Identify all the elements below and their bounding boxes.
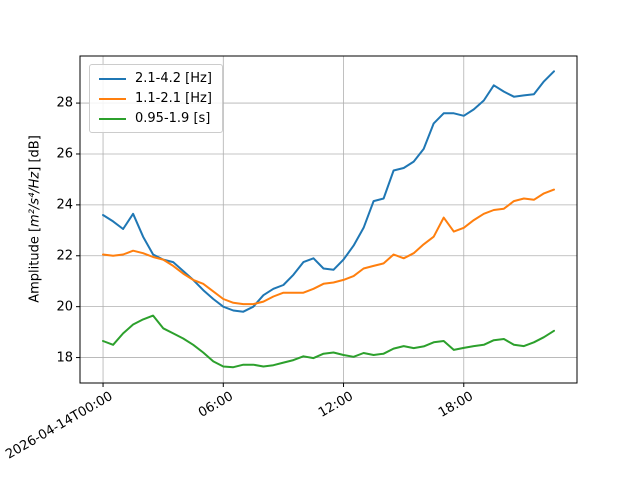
plot-border [79,55,578,384]
y-tick-label: 18 [56,350,73,366]
y-tick-label: 28 [56,95,73,111]
y-tick-label: 24 [56,197,73,213]
legend-label: 1.1-2.1 [Hz] [135,91,212,106]
y-axis-label-math: m²/s⁴/Hz [27,171,43,227]
legend-label: 2.1-4.2 [Hz] [135,71,212,86]
legend-item-1: 1.1-2.1 [Hz] [99,91,212,106]
legend-item-2: 0.95-1.9 [s] [99,111,212,126]
legend-line-swatch [99,97,126,100]
y-axis-label-prefix: Amplitude [ [27,226,43,303]
y-axis-label: Amplitude [m²/s⁴/Hz] [dB] [28,135,43,303]
y-tick-label: 20 [56,299,73,315]
legend-label: 0.95-1.9 [s] [135,111,211,126]
series-line-2 [102,314,555,369]
legend: 2.1-4.2 [Hz] 1.1-2.1 [Hz] 0.95-1.9 [s] [89,64,223,133]
legend-line-swatch [99,117,126,120]
y-axis-label-suffix: ] [dB] [27,135,43,172]
series-line-1 [102,188,555,306]
y-tick-label: 22 [56,248,73,264]
y-tick-label: 26 [56,146,73,162]
legend-item-0: 2.1-4.2 [Hz] [99,71,212,86]
series-line-0 [102,70,555,313]
legend-line-swatch [99,77,126,80]
